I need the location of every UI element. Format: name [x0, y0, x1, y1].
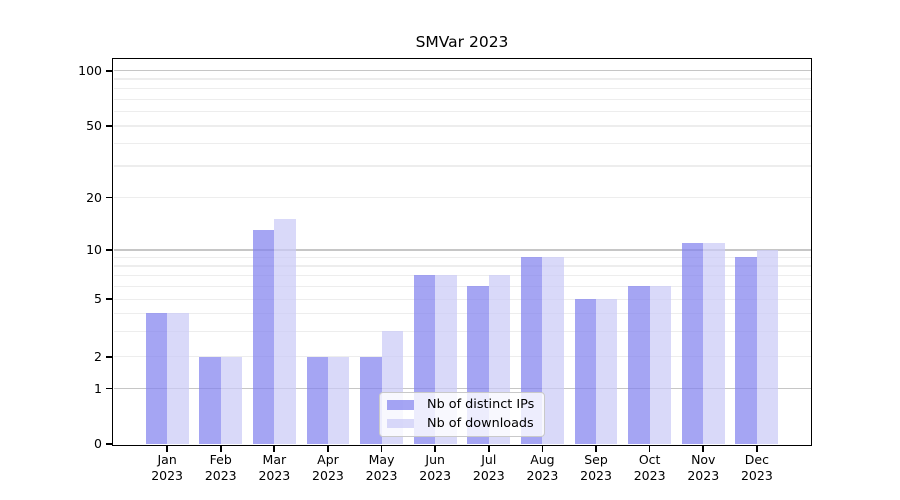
bar-downloads — [167, 313, 189, 445]
x-tick-label: Apr 2023 — [312, 452, 344, 483]
bar-distinct-ips — [360, 356, 382, 445]
bar-downloads — [596, 299, 618, 445]
y-tick — [106, 443, 113, 446]
y-tick-label: 5 — [94, 291, 102, 307]
x-tick — [487, 446, 490, 452]
bar-distinct-ips — [628, 286, 650, 445]
gridline — [113, 125, 811, 127]
x-tick — [595, 446, 597, 452]
bar-distinct-ips — [735, 257, 757, 445]
gridline — [113, 312, 811, 314]
gridline — [113, 196, 811, 199]
gridline — [113, 387, 811, 390]
gridline — [113, 256, 811, 259]
legend-swatch-distinct-ips — [387, 400, 414, 410]
gridline — [113, 165, 811, 167]
gridline — [113, 70, 811, 72]
x-tick-label: Jun 2023 — [419, 452, 452, 483]
gridline — [113, 249, 811, 251]
x-tick-label: Oct 2023 — [633, 452, 666, 483]
gridline — [113, 78, 811, 80]
x-tick-label: May 2023 — [365, 452, 398, 483]
bar-downloads — [274, 219, 296, 445]
x-tick-label: Dec 2023 — [740, 452, 773, 483]
x-tick — [648, 446, 651, 452]
legend-label-distinct-ips: Nb of distinct IPs — [427, 397, 535, 413]
y-tick-label: 0 — [94, 436, 102, 452]
y-tick — [106, 69, 113, 72]
bar-downloads — [649, 286, 672, 445]
x-tick-label: Feb 2023 — [204, 452, 237, 483]
y-tick — [106, 298, 113, 301]
y-tick-label: 50 — [86, 118, 102, 133]
x-tick — [380, 446, 383, 452]
gridline — [113, 98, 811, 100]
gridline — [113, 330, 811, 332]
x-tick-label: Aug 2023 — [526, 452, 559, 483]
x-tick-label: Jul 2023 — [472, 452, 505, 483]
x-tick — [219, 446, 222, 452]
bar-distinct-ips — [199, 356, 221, 445]
x-tick — [434, 446, 437, 452]
legend-swatch-downloads — [387, 418, 414, 429]
x-tick — [166, 446, 168, 452]
y-tick-label: 100 — [78, 62, 102, 78]
x-tick — [327, 446, 329, 452]
x-tick — [756, 446, 758, 452]
bar-distinct-ips — [681, 242, 704, 445]
gridline — [113, 298, 811, 300]
legend: Nb of distinct IPs Nb of downloads — [379, 391, 545, 437]
bar-downloads — [220, 356, 243, 445]
bar-downloads — [327, 356, 350, 445]
y-tick — [106, 125, 113, 127]
y-tick — [106, 196, 113, 199]
gridline — [113, 87, 811, 90]
gridline — [113, 265, 811, 267]
y-tick-label: 10 — [86, 242, 102, 257]
legend-row-distinct-ips: Nb of distinct IPs — [380, 398, 544, 411]
bar-distinct-ips — [306, 356, 328, 445]
bar-distinct-ips — [145, 313, 168, 445]
y-tick-label: 2 — [94, 348, 102, 364]
x-tick — [541, 446, 544, 452]
x-tick — [273, 446, 276, 452]
y-tick — [106, 387, 113, 390]
x-tick-label: Mar 2023 — [258, 452, 291, 483]
y-tick-label: 1 — [94, 380, 102, 396]
legend-label-downloads: Nb of downloads — [427, 416, 534, 432]
legend-row-downloads: Nb of downloads — [380, 417, 544, 430]
gridline — [113, 285, 811, 288]
bar-downloads — [703, 242, 725, 445]
y-tick — [106, 355, 113, 358]
bar-downloads — [756, 250, 779, 445]
x-tick-label: Jan 2023 — [151, 452, 184, 483]
y-tick — [106, 249, 113, 251]
gridline — [113, 356, 811, 358]
x-tick — [702, 446, 705, 452]
gridline — [113, 142, 811, 145]
bar-downloads — [542, 257, 564, 445]
x-tick-label: Nov 2023 — [687, 452, 720, 483]
gridline — [113, 274, 811, 277]
bar-distinct-ips — [574, 299, 597, 445]
gridline — [113, 110, 811, 113]
chart-title: SMVar 2023 — [415, 33, 509, 51]
bar-distinct-ips — [252, 230, 275, 445]
y-tick-label: 20 — [86, 189, 102, 205]
x-tick-label: Sep 2023 — [580, 452, 612, 483]
